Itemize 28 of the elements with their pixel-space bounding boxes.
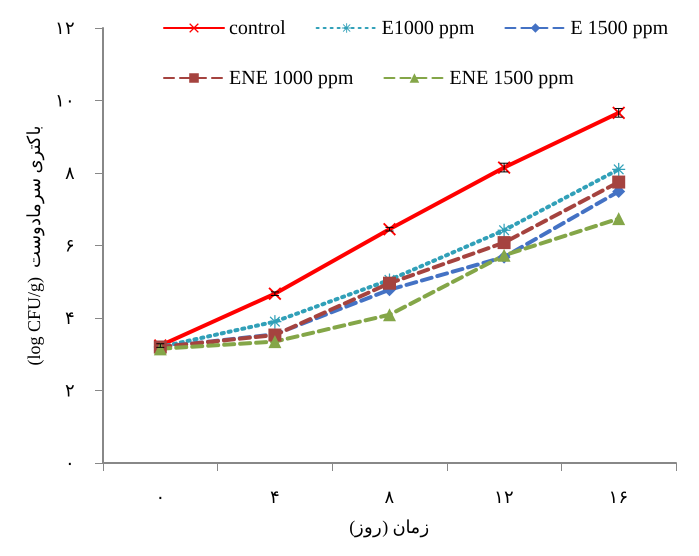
point	[612, 176, 626, 189]
y-tick-label: ۲	[65, 380, 75, 400]
point	[383, 276, 396, 290]
legend-label: control	[229, 17, 286, 39]
point	[268, 335, 282, 348]
point	[498, 224, 511, 237]
point	[612, 162, 626, 176]
x-tick-label: ۱۲	[494, 487, 514, 507]
point	[612, 212, 626, 226]
y-tick-label: ۱۲	[55, 18, 75, 38]
y-tick-label: ۱۰	[55, 90, 75, 110]
x-tick-label: ۱۶	[608, 487, 629, 507]
point	[383, 308, 396, 322]
x-tick-label: ۰	[155, 487, 166, 507]
legend-label: ENE 1000 ppm	[229, 67, 354, 89]
legend-label: ENE 1500 ppm	[449, 67, 574, 89]
legend-label: E 1500 ppm	[570, 17, 669, 39]
x-tick-label: ۸	[384, 487, 394, 507]
y-tick-label: ۸	[65, 163, 75, 183]
y-tick-label: ۶	[65, 236, 75, 256]
legend-label: E1000 ppm	[382, 17, 475, 39]
y-tick-label: ۰	[65, 453, 75, 473]
x-axis-title: زمان (روز)	[349, 517, 430, 538]
y-axis-title: (log CFU/g) باکتری سرمادوست	[24, 125, 45, 366]
point	[268, 315, 282, 328]
x-tick-label: ۴	[270, 487, 280, 507]
y-tick-label: ۴	[65, 308, 75, 328]
point	[498, 236, 511, 250]
